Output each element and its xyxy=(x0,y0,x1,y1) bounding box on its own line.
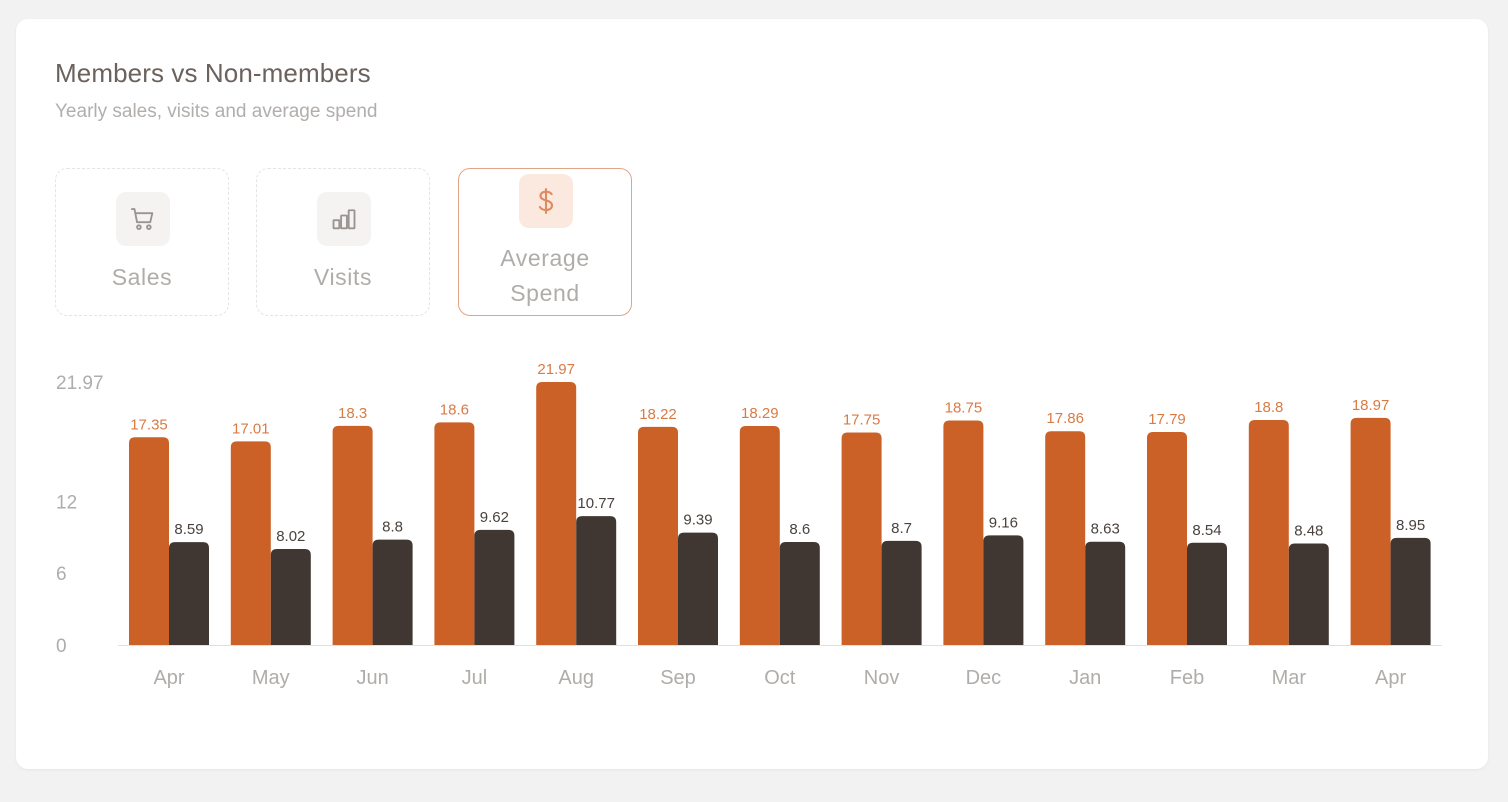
card-title: Members vs Non-members xyxy=(55,58,371,88)
bar-members-6 xyxy=(739,426,780,645)
bar-members-0 xyxy=(129,437,169,645)
bar-members-8 xyxy=(943,420,984,645)
data-label-members-1: 17.01 xyxy=(232,420,270,437)
data-label-members-9: 17.86 xyxy=(1046,410,1084,427)
data-label-members-8: 18.75 xyxy=(945,400,983,417)
data-label-members-12: 18.97 xyxy=(1352,397,1390,414)
bar-non-members-9 xyxy=(1085,541,1126,645)
bar-non-members-11 xyxy=(1288,543,1329,645)
bar-non-members-1 xyxy=(270,548,311,645)
tab-average-spend-label-line2: Spend xyxy=(510,280,580,306)
bar-non-members-10 xyxy=(1187,542,1227,645)
data-label-non-members-8: 9.16 xyxy=(989,514,1018,531)
data-label-non-members-9: 8.63 xyxy=(1091,521,1120,538)
bar-non-members-7 xyxy=(881,540,922,645)
bar-non-members-3 xyxy=(474,529,515,645)
data-label-members-2: 18.3 xyxy=(338,405,367,422)
bar-non-members-5 xyxy=(678,532,718,645)
bar-members-2 xyxy=(332,425,373,645)
bar-non-members-0 xyxy=(169,542,209,645)
tab-average-spend-label-line1: Average xyxy=(500,245,590,271)
data-label-non-members-4: 10.77 xyxy=(577,495,615,512)
x-tick-label-11: Mar xyxy=(1272,667,1307,689)
x-tick-label-3: Jul xyxy=(462,667,488,689)
x-tick-label-9: Jan xyxy=(1069,667,1101,689)
x-tick-label-7: Nov xyxy=(864,667,900,689)
data-label-non-members-5: 9.39 xyxy=(683,512,712,529)
data-label-non-members-1: 8.02 xyxy=(276,528,305,545)
bar-members-1 xyxy=(230,441,271,645)
bar-members-7 xyxy=(841,432,882,645)
y-tick-label-0: 0 xyxy=(56,636,67,657)
data-label-non-members-6: 8.6 xyxy=(789,521,810,538)
bar-members-9 xyxy=(1045,431,1086,645)
bar-non-members-8 xyxy=(983,535,1024,645)
data-label-members-7: 17.75 xyxy=(843,412,881,429)
card-subtitle: Yearly sales, visits and average spend xyxy=(55,101,378,122)
x-tick-label-12: Apr xyxy=(1375,667,1406,689)
data-label-non-members-2: 8.8 xyxy=(382,519,403,536)
y-tick-label-2: 12 xyxy=(56,492,77,513)
bar-members-5 xyxy=(638,426,678,645)
tab-average-spend[interactable]: Average Spend xyxy=(458,168,632,316)
bar-members-4 xyxy=(536,382,577,645)
data-label-members-0: 17.35 xyxy=(130,416,168,433)
tab-visits-label: Visits xyxy=(313,264,373,290)
y-tick-label-1: 6 xyxy=(56,564,67,585)
x-tick-label-0: Apr xyxy=(153,667,184,689)
x-tick-label-10: Feb xyxy=(1170,667,1204,689)
data-label-members-5: 18.22 xyxy=(639,406,677,423)
data-label-non-members-11: 8.48 xyxy=(1294,522,1323,539)
x-tick-label-5: Sep xyxy=(660,667,696,689)
bar-non-members-6 xyxy=(779,542,820,645)
bar-members-10 xyxy=(1147,432,1187,645)
data-label-non-members-7: 8.7 xyxy=(891,520,912,537)
bar-non-members-12 xyxy=(1390,537,1431,645)
data-label-members-6: 18.29 xyxy=(741,405,779,422)
data-label-members-4: 21.97 xyxy=(537,361,575,378)
cart-icon xyxy=(116,192,170,246)
bar-chart-icon xyxy=(317,192,371,246)
bar-members-3 xyxy=(434,422,475,645)
x-tick-label-8: Dec xyxy=(966,667,1002,689)
bar-non-members-4 xyxy=(576,516,617,645)
data-label-non-members-10: 8.54 xyxy=(1192,522,1221,539)
data-label-non-members-12: 8.95 xyxy=(1396,517,1425,534)
bar-non-members-2 xyxy=(372,539,413,645)
data-label-members-10: 17.79 xyxy=(1148,411,1186,428)
data-label-non-members-0: 8.59 xyxy=(174,521,203,538)
x-tick-label-6: Oct xyxy=(764,667,796,689)
bar-members-11 xyxy=(1248,419,1289,645)
data-label-non-members-3: 9.62 xyxy=(480,509,509,526)
bar-members-12 xyxy=(1350,417,1391,645)
x-tick-label-2: Jun xyxy=(356,667,388,689)
tab-visits[interactable]: Visits xyxy=(256,168,430,316)
data-label-members-3: 18.6 xyxy=(440,401,469,418)
y-tick-label-3: 21.97 xyxy=(56,373,104,394)
dollar-icon xyxy=(519,174,573,228)
tab-sales-label: Sales xyxy=(111,264,173,290)
x-tick-label-1: May xyxy=(252,667,290,689)
tab-sales[interactable]: Sales xyxy=(55,168,229,316)
x-tick-label-4: Aug xyxy=(558,667,594,689)
data-label-members-11: 18.8 xyxy=(1254,399,1283,416)
